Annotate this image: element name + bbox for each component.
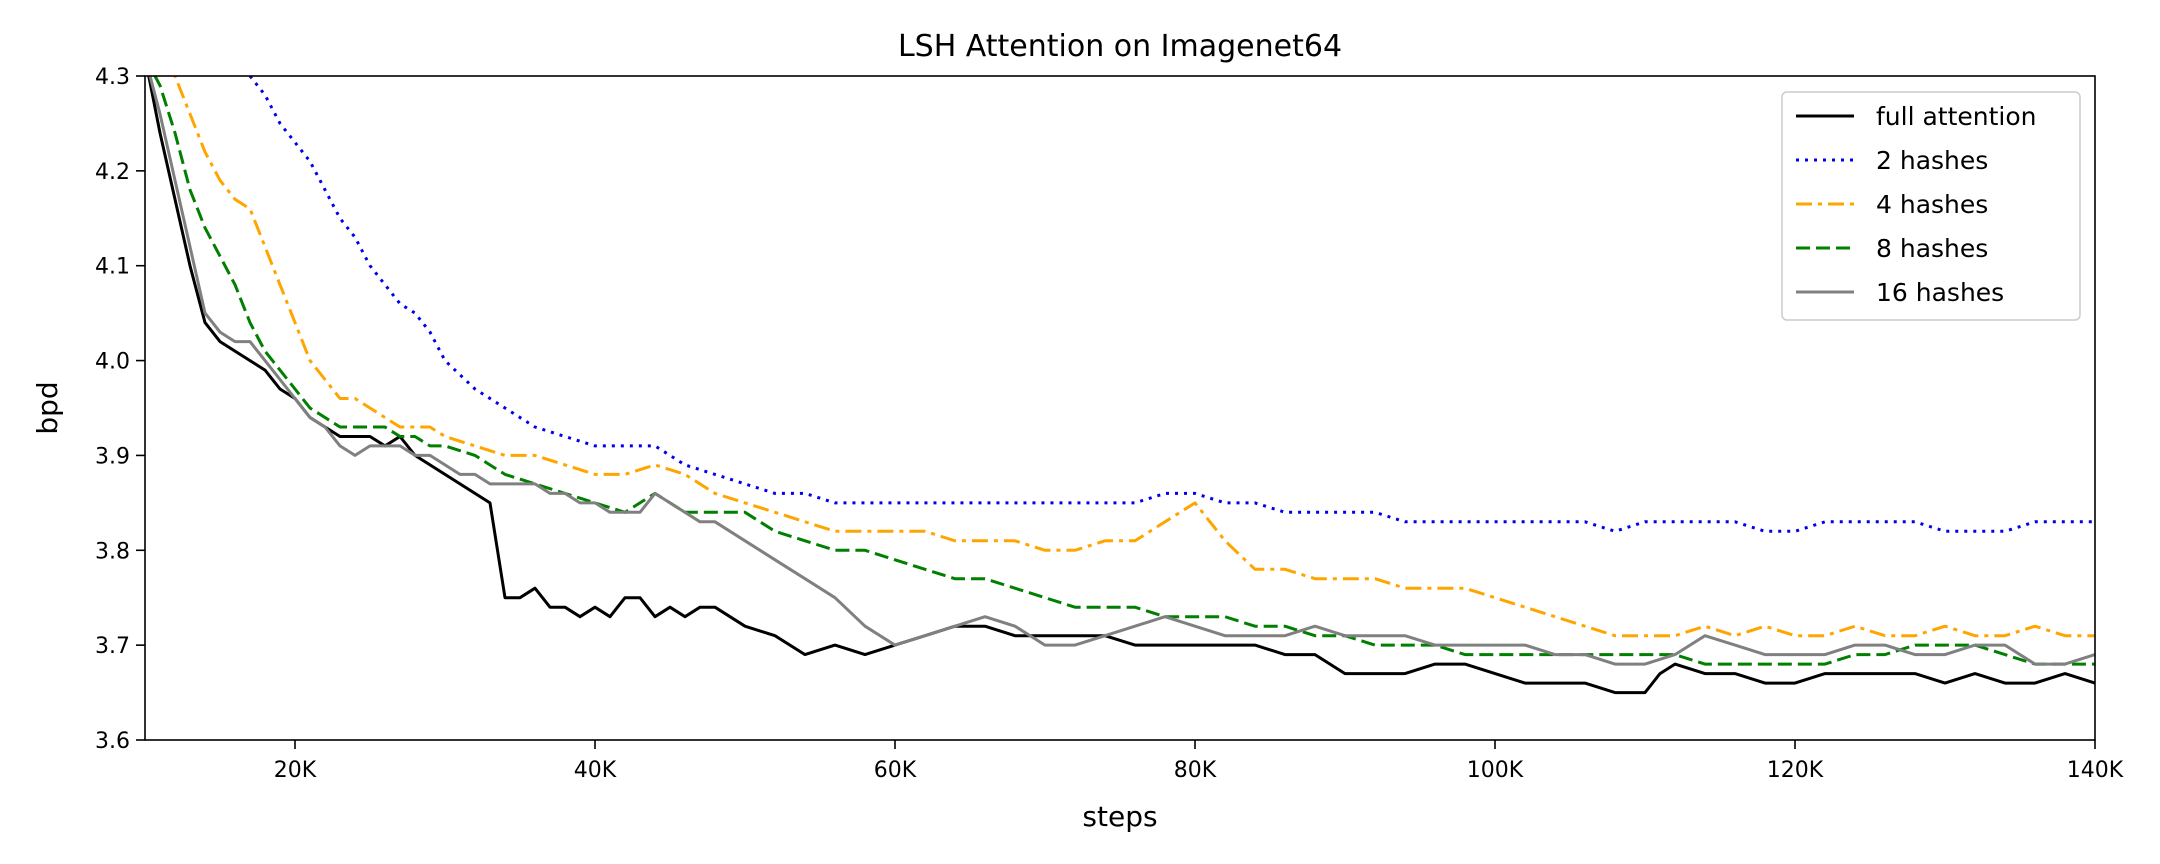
x-axis: 20K 40K 60K 80K 100K 120K 140K: [274, 740, 2124, 783]
legend-label: full attention: [1876, 102, 2037, 131]
y-tick-label: 3.9: [95, 444, 130, 469]
series-line-4: [153, 76, 2095, 666]
x-tick-label: 20K: [274, 758, 317, 783]
legend-label: 2 hashes: [1876, 146, 1988, 175]
legend-box: [1781, 91, 2081, 321]
y-tick-label: 4.1: [95, 255, 130, 280]
y-tick-label: 4.3: [95, 65, 130, 90]
chart-title: LSH Attention on Imagenet64: [898, 29, 1342, 64]
x-tick-label: 140K: [2067, 758, 2124, 783]
x-tick-label: 120K: [1767, 758, 1824, 783]
y-tick-label: 4.0: [95, 350, 130, 375]
series-layer: [147, 76, 2095, 695]
y-tick-label: 3.8: [95, 539, 130, 564]
x-tick-label: 100K: [1467, 758, 1524, 783]
series-line-5: [148, 76, 2095, 666]
x-tick-label: 40K: [574, 758, 617, 783]
y-axis-label: bpd: [31, 381, 64, 434]
legend-label: 16 hashes: [1876, 278, 2004, 307]
y-tick-label: 3.6: [95, 729, 130, 754]
legend-label: 4 hashes: [1876, 190, 1988, 219]
legend: full attention 2 hashes 4 hashes 8 hashes 16…: [1781, 91, 2081, 321]
y-tick-label: 4.2: [95, 160, 130, 185]
x-tick-label: 60K: [874, 758, 917, 783]
y-axis: 3.6 3.7 3.8 3.9 4.0 4.1 4.2 4.3: [95, 65, 145, 754]
series-line-1: [147, 76, 2095, 695]
series-line-3: [173, 76, 2095, 638]
x-axis-label: steps: [1082, 800, 1157, 833]
y-tick-label: 3.7: [95, 634, 130, 659]
x-tick-label: 80K: [1174, 758, 1217, 783]
series-line-2: [248, 76, 2095, 533]
legend-label: 8 hashes: [1876, 234, 1988, 263]
plot-frame: [144, 75, 2096, 741]
